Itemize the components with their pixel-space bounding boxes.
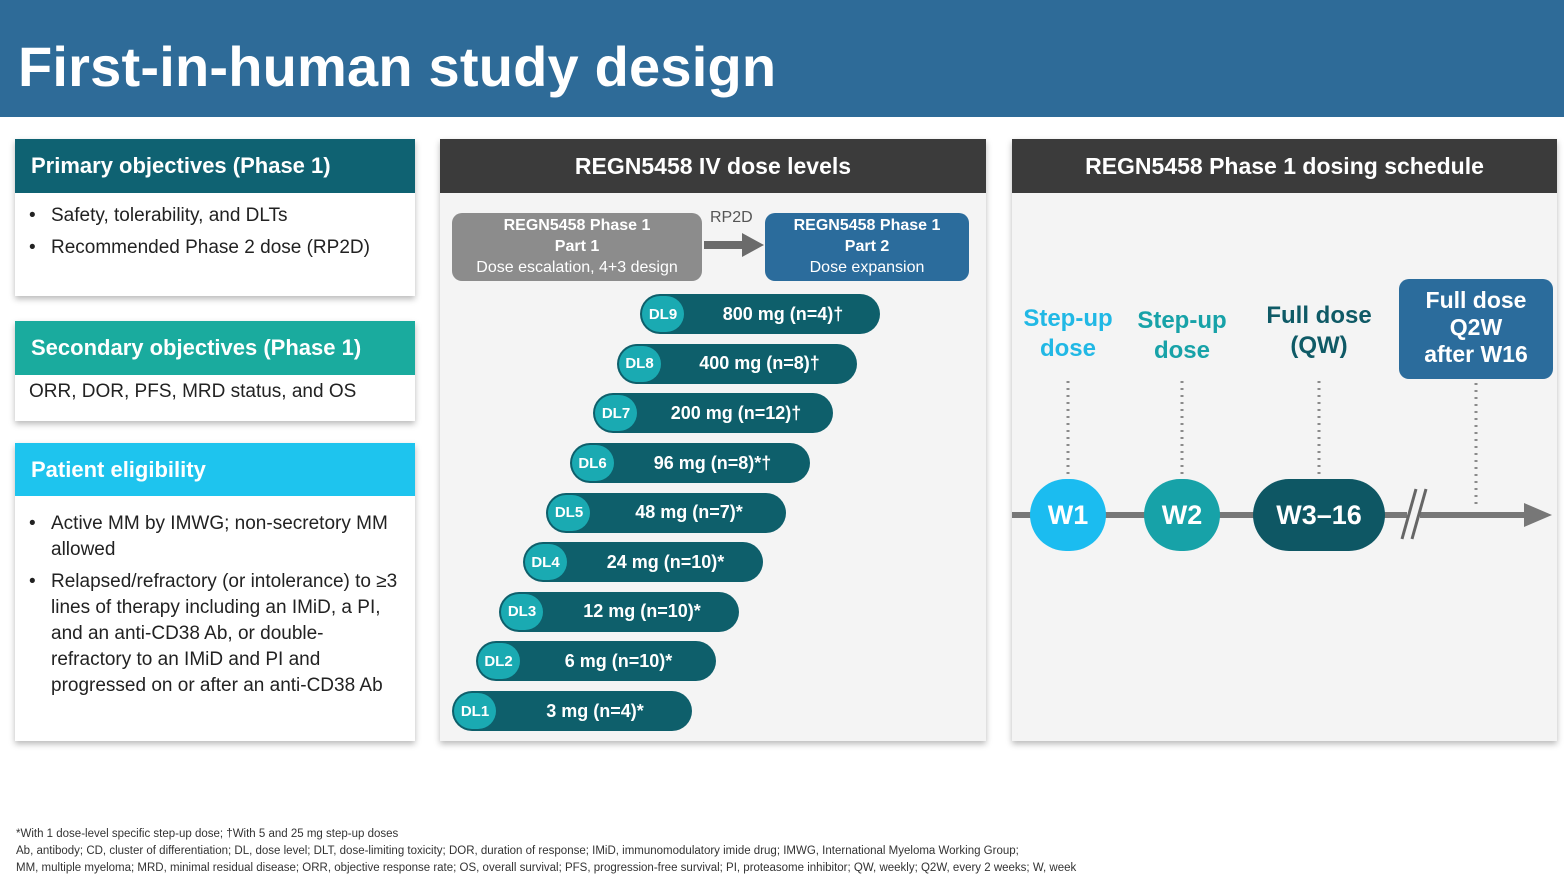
timeline-graphic bbox=[1012, 381, 1552, 540]
dose-level-bar: DL4 24 mg (n=10)* bbox=[522, 542, 763, 583]
stepup-dose-label-1: Step-up dose bbox=[1023, 305, 1113, 362]
week-w1-circle: W1 bbox=[1030, 479, 1106, 551]
dose-level-bar: DL9 800 mg (n=4)† bbox=[640, 294, 880, 335]
dosing-schedule-panel: REGN5458 Phase 1 dosing schedule Step-up… bbox=[1012, 139, 1557, 741]
dose-level-badge: DL8 bbox=[618, 345, 661, 382]
dose-level-bar: DL3 12 mg (n=10)* bbox=[499, 591, 739, 632]
dose-level-badge: DL5 bbox=[548, 494, 590, 531]
part1-line1: REGN5458 Phase 1 bbox=[503, 217, 651, 234]
dose-level-badge: DL9 bbox=[642, 296, 684, 333]
dosing-schedule-heading: REGN5458 Phase 1 dosing schedule bbox=[1012, 139, 1557, 193]
full-dose-q2w-box: Full dose Q2W after W16 bbox=[1399, 279, 1553, 379]
list-item: Active MM by IMWG; non-secretory MM allo… bbox=[15, 511, 415, 563]
dose-level-bar: DL2 6 mg (n=10)* bbox=[475, 641, 716, 682]
primary-objectives-body: Safety, tolerability, and DLTs Recommend… bbox=[15, 203, 415, 267]
patient-eligibility-heading: Patient eligibility bbox=[15, 443, 415, 496]
footnote-3: MM, multiple myeloma; MRD, minimal resid… bbox=[16, 862, 1077, 874]
part1-line2: Part 1 bbox=[554, 238, 600, 255]
dose-level-text: 24 mg (n=10)* bbox=[606, 551, 725, 572]
part2-line2: Part 2 bbox=[844, 238, 890, 255]
secondary-objectives-card: Secondary objectives (Phase 1) ORR, DOR,… bbox=[15, 321, 415, 421]
dose-level-bar: DL1 3 mg (n=4)* bbox=[452, 691, 692, 731]
patient-eligibility-card: Patient eligibility Active MM by IMWG; n… bbox=[15, 443, 415, 741]
slide-title: First-in-human study design bbox=[18, 35, 777, 98]
dose-levels-heading: REGN5458 IV dose levels bbox=[440, 139, 986, 193]
week-w3-16-pill: W3–16 bbox=[1253, 479, 1385, 551]
rp2d-label: RP2D bbox=[710, 209, 753, 226]
part1-box: REGN5458 Phase 1 Part 1 Dose escalation,… bbox=[452, 213, 702, 281]
dose-level-badge: DL3 bbox=[501, 593, 543, 630]
dose-level-text: 800 mg (n=4)† bbox=[722, 303, 844, 324]
dose-level-text: 48 mg (n=7)* bbox=[635, 502, 743, 523]
dose-level-badge: DL4 bbox=[524, 544, 567, 581]
dose-level-text: 6 mg (n=10)* bbox=[564, 650, 673, 671]
stepup-dose-label-2: Step-up dose bbox=[1137, 307, 1227, 364]
footnote-2: Ab, antibody; CD, cluster of differentia… bbox=[16, 845, 1019, 857]
rp2d-arrow-icon bbox=[704, 233, 764, 257]
dose-level-text: 12 mg (n=10)* bbox=[583, 601, 701, 622]
part2-line3: Dose expansion bbox=[809, 259, 925, 276]
full-dose-qw-label: Full dose (QW) bbox=[1266, 302, 1372, 359]
primary-objectives-heading: Primary objectives (Phase 1) bbox=[15, 139, 415, 193]
part2-box: REGN5458 Phase 1 Part 2 Dose expansion bbox=[765, 213, 969, 281]
dose-level-text: 400 mg (n=8)† bbox=[699, 353, 820, 374]
part1-line3: Dose escalation, 4+3 design bbox=[476, 259, 678, 276]
week-w2-circle: W2 bbox=[1144, 479, 1220, 551]
dose-level-badge: DL2 bbox=[477, 643, 520, 680]
primary-objectives-card: Primary objectives (Phase 1) Safety, tol… bbox=[15, 139, 415, 296]
footnote-1: *With 1 dose-level specific step-up dose… bbox=[16, 828, 399, 840]
dose-level-text: 200 mg (n=12)† bbox=[670, 402, 802, 423]
dose-level-bar: DL6 96 mg (n=8)*† bbox=[569, 443, 810, 483]
list-item: Safety, tolerability, and DLTs bbox=[15, 203, 415, 229]
secondary-objectives-text: ORR, DOR, PFS, MRD status, and OS bbox=[29, 381, 357, 402]
list-item: Relapsed/refractory (or intolerance) to … bbox=[15, 569, 415, 699]
dose-level-badge: DL1 bbox=[454, 693, 496, 729]
patient-eligibility-body: Active MM by IMWG; non-secretory MM allo… bbox=[15, 511, 415, 705]
dose-level-text: 3 mg (n=4)* bbox=[546, 700, 644, 721]
dose-level-text: 96 mg (n=8)*† bbox=[653, 452, 772, 473]
part2-line1: REGN5458 Phase 1 bbox=[793, 217, 941, 234]
dose-level-badge: DL6 bbox=[571, 445, 614, 481]
secondary-objectives-heading: Secondary objectives (Phase 1) bbox=[15, 321, 415, 375]
dose-level-bar: DL8 400 mg (n=8)† bbox=[616, 343, 857, 384]
dose-level-bar: DL5 48 mg (n=7)* bbox=[546, 492, 786, 533]
title-bar: First-in-human study design bbox=[0, 0, 1564, 117]
dose-level-badge: DL7 bbox=[595, 395, 637, 432]
dose-levels-panel: REGN5458 IV dose levels REGN5458 Phase 1… bbox=[440, 139, 986, 741]
dose-level-bar: DL7 200 mg (n=12)† bbox=[593, 393, 833, 434]
list-item: Recommended Phase 2 dose (RP2D) bbox=[15, 235, 415, 261]
